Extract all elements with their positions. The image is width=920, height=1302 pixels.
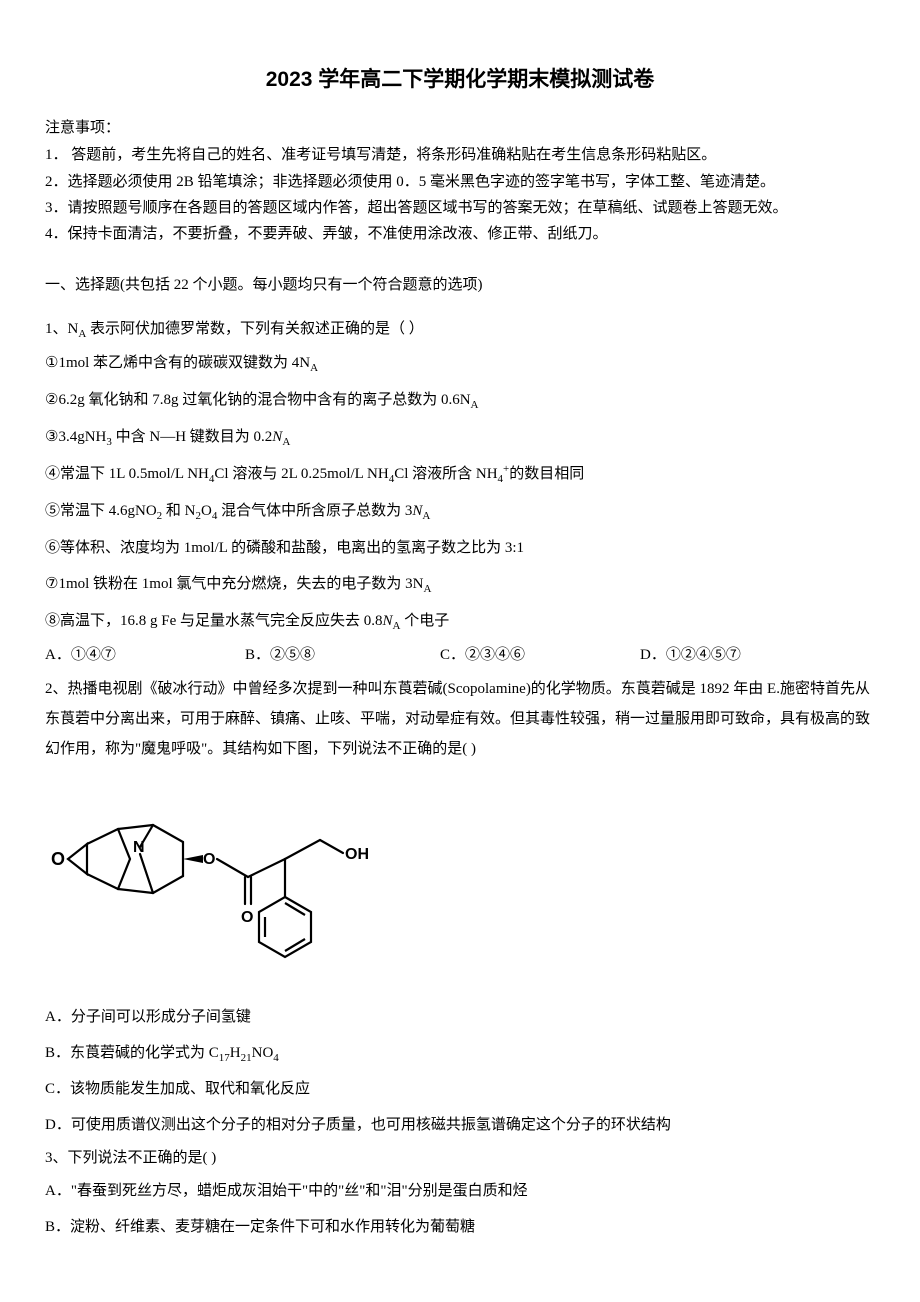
notice-item-3: 3．请按照题号顺序在各题目的答题区域内作答，超出答题区域书写的答案无效；在草稿纸…: [45, 195, 875, 221]
question-1: 1、NA 表示阿伏加德罗常数，下列有关叙述正确的是（ ） ①1mol 苯乙烯中含…: [45, 314, 875, 670]
q1-item-7: ⑦1mol 铁粉在 1mol 氯气中充分燃烧，失去的电子数为 3NA: [45, 566, 875, 603]
q1-i8-b: 个电子: [400, 613, 449, 629]
notice-item-4: 4．保持卡面清洁，不要折叠，不要弄破、弄皱，不准使用涂改液、修正带、刮纸刀。: [45, 221, 875, 247]
label-o-double: O: [241, 909, 253, 926]
q3-opt-b: B．淀粉、纤维素、麦芽糖在一定条件下可和水作用转化为葡萄糖: [45, 1209, 875, 1245]
q1-item-6: ⑥等体积、浓度均为 1mol/L 的磷酸和盐酸，电离出的氢离子数之比为 3:1: [45, 530, 875, 567]
q2-b-s21: 21: [241, 1052, 252, 1064]
q1-item-5: ⑤常温下 4.6gNO2 和 N2O4 混合气体中所含原子总数为 3NA: [45, 493, 875, 530]
label-o-single: O: [203, 851, 215, 868]
q3-options: A．"春蚕到死丝方尽，蜡炬成灰泪始干"中的"丝"和"泪"分别是蛋白质和烃 B．淀…: [45, 1173, 875, 1245]
molecule-diagram: O N O O OH: [45, 782, 875, 987]
notice-item-1: 1． 答题前，考生先将自己的姓名、准考证号填写清楚，将条形码准确粘贴在考生信息条…: [45, 142, 875, 168]
question-3: 3、下列说法不正确的是( ) A．"春蚕到死丝方尽，蜡炬成灰泪始干"中的"丝"和…: [45, 1143, 875, 1245]
q1-i5-d: 混合气体中所含原子总数为 3: [217, 503, 412, 519]
page-title: 2023 学年高二下学期化学期末模拟测试卷: [45, 60, 875, 100]
label-n: N: [133, 839, 145, 856]
q2-b-s17: 17: [219, 1052, 230, 1064]
q1-i1-text: ①1mol 苯乙烯中含有的碳碳双键数为 4N: [45, 355, 310, 371]
q2-options: A．分子间可以形成分子间氢键 B．东莨菪碱的化学式为 C17H21NO4 C．该…: [45, 999, 875, 1143]
section-heading: 一、选择题(共包括 22 个小题。每小题均只有一个符合题意的选项): [45, 271, 875, 300]
q1-stem-suffix: 表示阿伏加德罗常数，下列有关叙述正确的是（ ）: [86, 321, 424, 337]
q1-i4-c: Cl 溶液所含 NH: [394, 466, 497, 482]
q1-i3-b: 中含 N—H 键数目为 0.2: [112, 429, 272, 445]
q1-i7-sub: A: [423, 583, 431, 595]
q1-i5-n: N: [412, 503, 422, 519]
notice-heading: 注意事项：: [45, 114, 875, 143]
q1-i3-suba: A: [282, 436, 290, 448]
q1-item-4: ④常温下 1L 0.5mol/L NH4Cl 溶液与 2L 0.25mol/L …: [45, 456, 875, 493]
q1-i1-sub: A: [310, 362, 318, 374]
label-o-left: O: [51, 849, 65, 869]
q1-item-3: ③3.4gNH3 中含 N—H 键数目为 0.2NA: [45, 419, 875, 456]
q2-text: 2、热播电视剧《破冰行动》中曾经多次提到一种叫东莨菪碱(Scopolamine)…: [45, 674, 875, 764]
molecule-svg: O N O O OH: [45, 782, 375, 972]
q1-i7-a: ⑦1mol 铁粉在 1mol 氯气中充分燃烧，失去的电子数为 3N: [45, 576, 423, 592]
q1-opt-d: D．①②④⑤⑦: [640, 640, 741, 670]
q1-i2-text: ②6.2g 氧化钠和 7.8g 过氧化钠的混合物中含有的离子总数为 0.6N: [45, 392, 471, 408]
label-oh: OH: [345, 846, 369, 863]
q1-item-2: ②6.2g 氧化钠和 7.8g 过氧化钠的混合物中含有的离子总数为 0.6NA: [45, 382, 875, 419]
q1-i4-b: Cl 溶液与 2L 0.25mol/L NH: [214, 466, 388, 482]
q2-opt-d: D．可使用质谱仪测出这个分子的相对分子质量，也可用核磁共振氢谱确定这个分子的环状…: [45, 1107, 875, 1143]
q1-i4-d: 的数目相同: [509, 466, 584, 482]
q2-opt-c: C．该物质能发生加成、取代和氧化反应: [45, 1071, 875, 1107]
q2-opt-a: A．分子间可以形成分子间氢键: [45, 999, 875, 1035]
q1-opt-b: B．②⑤⑧: [245, 640, 440, 670]
q2-b-pre: B．东莨菪碱的化学式为 C: [45, 1045, 219, 1061]
q1-i8-a: ⑧高温下，16.8 g Fe 与足量水蒸气完全反应失去 0.8: [45, 613, 383, 629]
notice-list: 1． 答题前，考生先将自己的姓名、准考证号填写清楚，将条形码准确粘贴在考生信息条…: [45, 142, 875, 247]
q1-i5-a: ⑤常温下 4.6gNO: [45, 503, 157, 519]
q2-b-h: H: [230, 1045, 241, 1061]
question-2: 2、热播电视剧《破冰行动》中曾经多次提到一种叫东莨菪碱(Scopolamine)…: [45, 674, 875, 1143]
q1-i3-a: ③3.4gNH: [45, 429, 106, 445]
q1-i5-c: O: [201, 503, 212, 519]
q1-i5-suba: A: [422, 510, 430, 522]
q1-item-8: ⑧高温下，16.8 g Fe 与足量水蒸气完全反应失去 0.8NA 个电子: [45, 603, 875, 640]
q1-i4-a: ④常温下 1L 0.5mol/L NH: [45, 466, 209, 482]
q2-opt-b: B．东莨菪碱的化学式为 C17H21NO4: [45, 1035, 875, 1071]
q1-i3-n: N: [272, 429, 282, 445]
q1-i5-b: 和 N: [162, 503, 195, 519]
q1-i8-n: N: [383, 613, 393, 629]
q1-stem-prefix: 1、N: [45, 321, 78, 337]
notice-item-2: 2．选择题必须使用 2B 铅笔填涂；非选择题必须使用 0．5 毫米黑色字迹的签字…: [45, 169, 875, 195]
q2-b-n: NO: [252, 1045, 274, 1061]
q1-i2-sub: A: [471, 399, 479, 411]
q1-stem: 1、NA 表示阿伏加德罗常数，下列有关叙述正确的是（ ）: [45, 314, 875, 345]
q3-stem: 3、下列说法不正确的是( ): [45, 1143, 875, 1173]
q2-b-s4: 4: [273, 1052, 279, 1064]
q1-opt-c: C．②③④⑥: [440, 640, 640, 670]
q1-options: A．①④⑦ B．②⑤⑧ C．②③④⑥ D．①②④⑤⑦: [45, 640, 875, 670]
q3-opt-a: A．"春蚕到死丝方尽，蜡炬成灰泪始干"中的"丝"和"泪"分别是蛋白质和烃: [45, 1173, 875, 1209]
q1-item-1: ①1mol 苯乙烯中含有的碳碳双键数为 4NA: [45, 345, 875, 382]
q1-opt-a: A．①④⑦: [45, 640, 245, 670]
